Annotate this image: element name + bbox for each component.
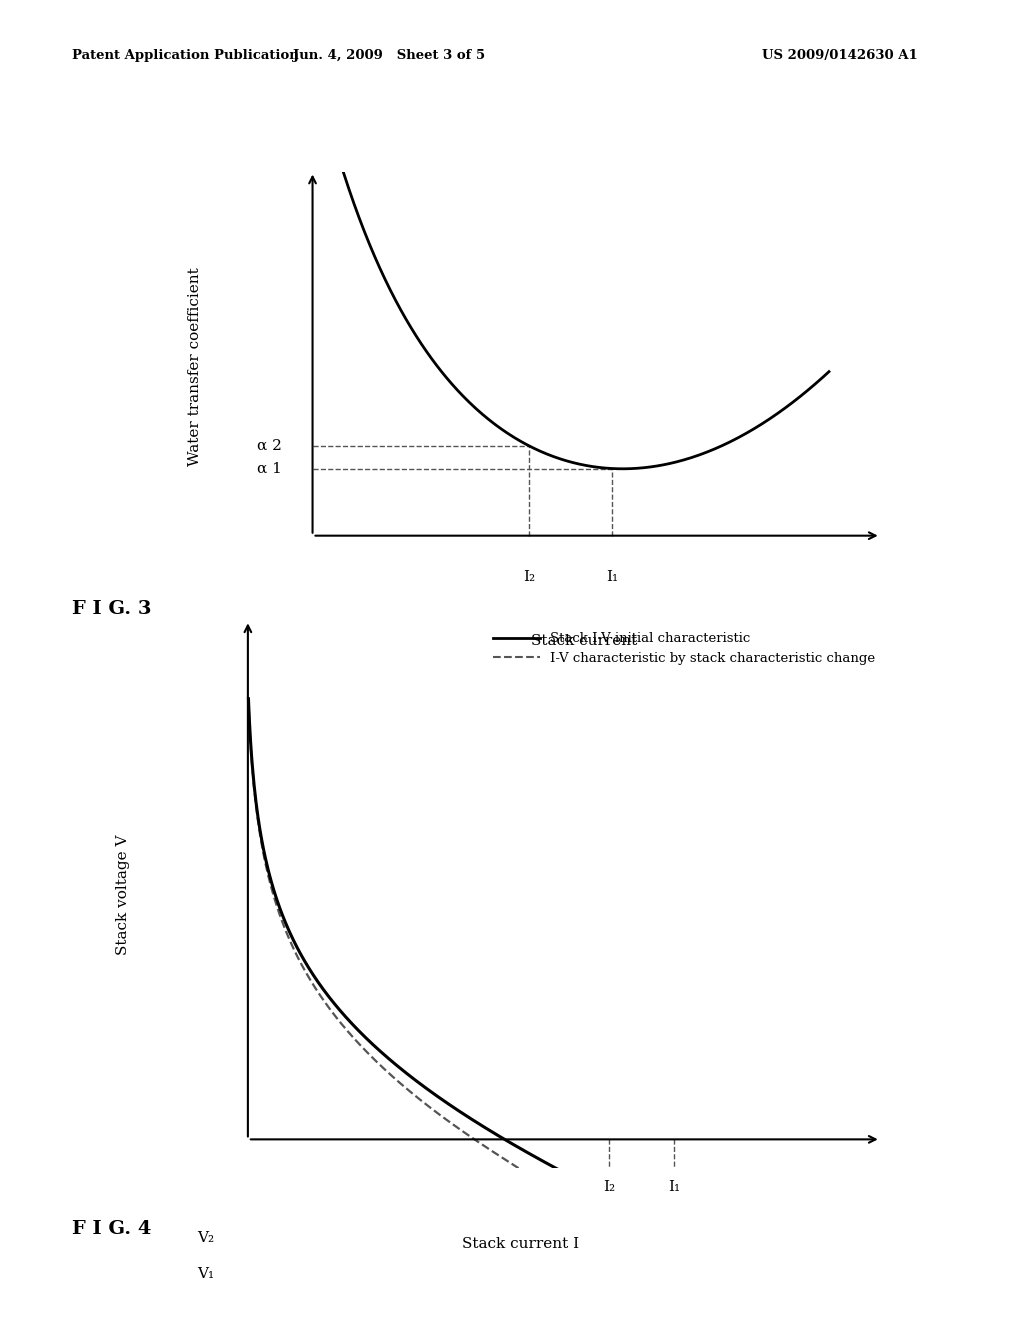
Text: V₂: V₂: [197, 1230, 214, 1245]
Text: I₂: I₂: [603, 1180, 615, 1195]
Stack I-V initial characteristic: [342, 1012, 354, 1028]
Text: α 2: α 2: [257, 440, 282, 453]
I-V characteristic by stack characteristic change: [620, 1249, 632, 1265]
Text: α 1: α 1: [257, 462, 282, 475]
Text: Water transfer coefficient: Water transfer coefficient: [187, 267, 202, 466]
I-V characteristic by stack characteristic change: [498, 1151, 510, 1167]
Stack I-V initial characteristic: [668, 1263, 680, 1279]
Stack I-V initial characteristic: [243, 690, 255, 706]
Line: I-V characteristic by stack characteristic change: I-V characteristic by stack characterist…: [249, 700, 813, 1320]
I-V characteristic by stack characteristic change: [387, 1069, 399, 1085]
Text: Jun. 4, 2009   Sheet 3 of 5: Jun. 4, 2009 Sheet 3 of 5: [293, 49, 485, 62]
Text: F I G. 4: F I G. 4: [72, 1220, 152, 1238]
Text: Patent Application Publication: Patent Application Publication: [72, 49, 298, 62]
Text: US 2009/0142630 A1: US 2009/0142630 A1: [762, 49, 918, 62]
Legend: Stack I-V initial characteristic, I-V characteristic by stack characteristic cha: Stack I-V initial characteristic, I-V ch…: [488, 627, 881, 671]
Line: Stack I-V initial characteristic: Stack I-V initial characteristic: [249, 698, 813, 1320]
Text: I₁: I₁: [606, 570, 618, 585]
Text: V₁: V₁: [197, 1267, 214, 1280]
Stack I-V initial characteristic: [574, 1173, 587, 1189]
Text: Stack voltage V: Stack voltage V: [116, 834, 130, 954]
I-V characteristic by stack characteristic change: [342, 1024, 354, 1040]
Text: Stack current: Stack current: [530, 634, 637, 648]
Stack I-V initial characteristic: [387, 1055, 399, 1071]
Text: F I G. 3: F I G. 3: [72, 599, 152, 618]
I-V characteristic by stack characteristic change: [574, 1203, 587, 1218]
Text: I₁: I₁: [669, 1180, 681, 1195]
Stack I-V initial characteristic: [498, 1131, 510, 1147]
Stack I-V initial characteristic: [620, 1201, 632, 1217]
I-V characteristic by stack characteristic change: [243, 692, 255, 708]
Text: I₂: I₂: [523, 570, 536, 585]
Text: Stack current I: Stack current I: [462, 1237, 579, 1251]
